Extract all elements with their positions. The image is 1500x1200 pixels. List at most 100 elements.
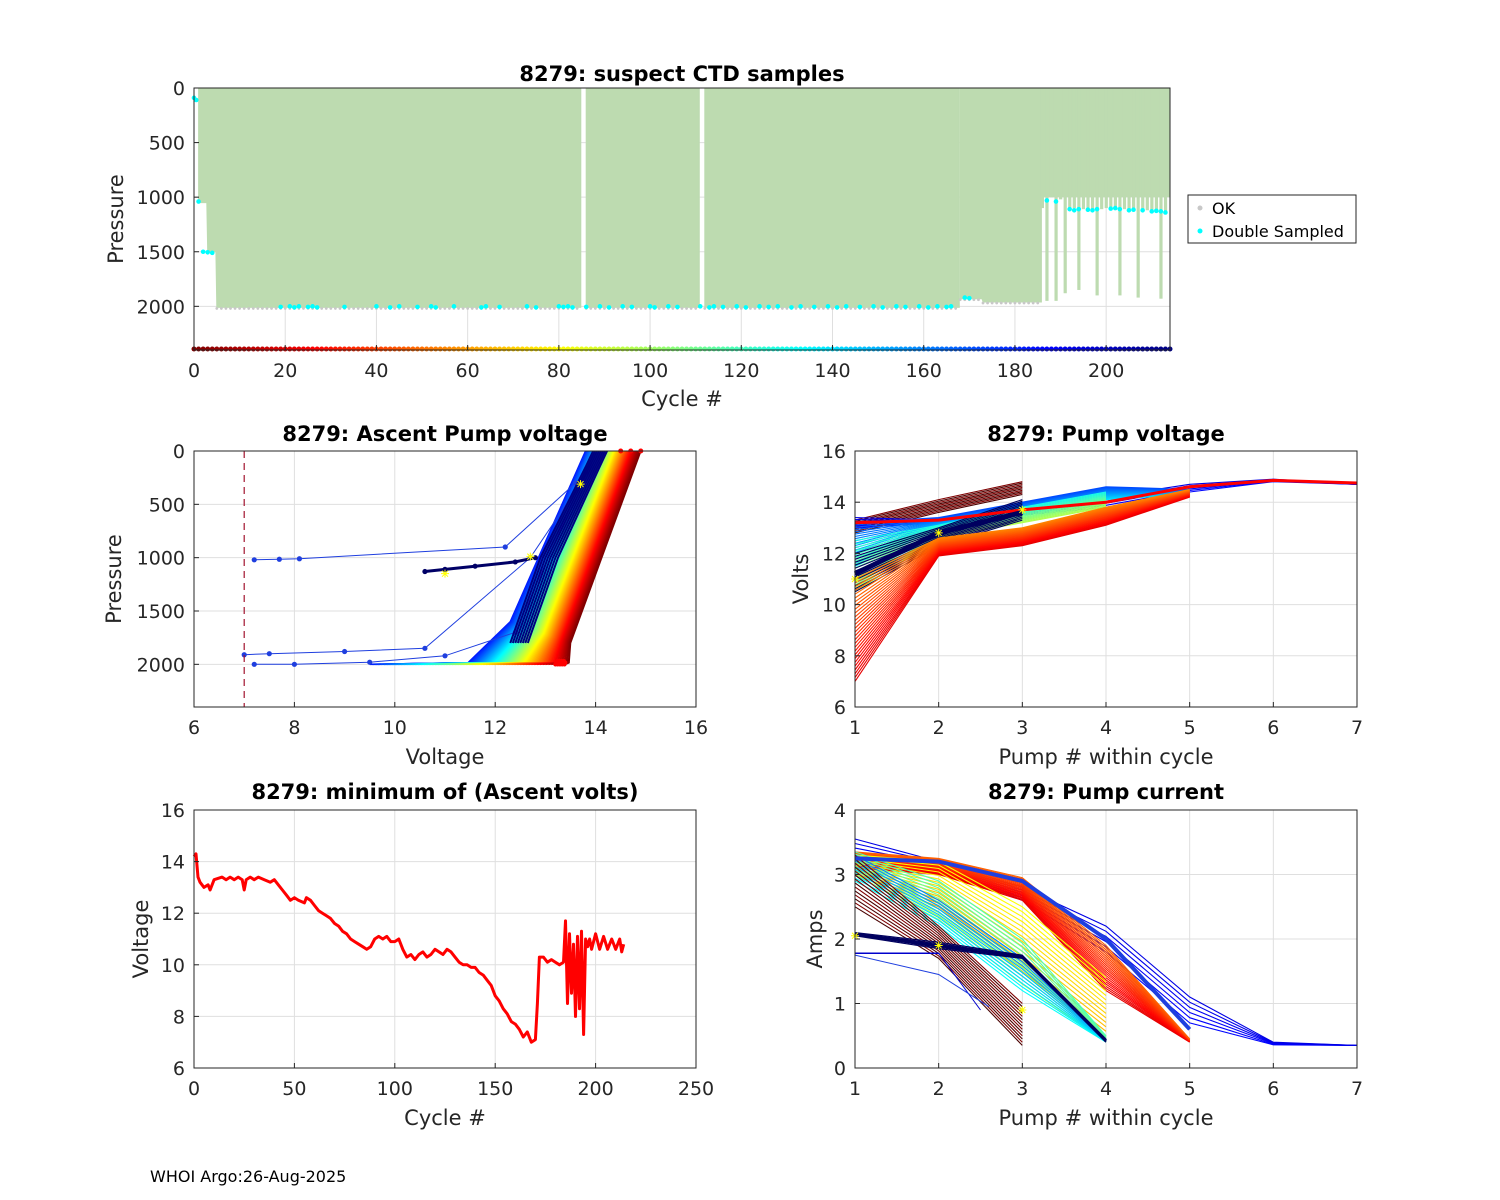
- y-axis-label: Pressure: [104, 174, 128, 264]
- legend-ok-label: OK: [1212, 199, 1236, 218]
- cycle-marker: [638, 346, 644, 352]
- ok-marker: [361, 307, 365, 310]
- ok-samples-column: [1049, 88, 1054, 198]
- double-sampled-marker: [428, 304, 434, 309]
- pump-line-dark-3: [854, 866, 1023, 1014]
- ok-marker: [958, 298, 962, 302]
- cycle-marker: [944, 346, 950, 352]
- y-tick-label: 10: [822, 595, 846, 617]
- ok-marker: [224, 307, 228, 310]
- ok-marker: [1004, 301, 1008, 305]
- double-sampled-marker: [775, 304, 781, 309]
- pump-line-early-dark: [854, 482, 1023, 523]
- outlier-point: [502, 544, 508, 550]
- pump-line-cyan-4: [854, 860, 1107, 997]
- outlier-point: [367, 659, 373, 665]
- ok-marker: [265, 307, 269, 310]
- x-tick-label: 14: [584, 717, 608, 739]
- ok-marker: [753, 307, 757, 310]
- cycle-marker: [300, 346, 306, 352]
- cycle-marker: [337, 346, 343, 352]
- cycle-marker: [665, 346, 671, 352]
- double-sampled-marker: [1140, 207, 1145, 213]
- pump-line-dark-3: [854, 870, 1023, 1017]
- ok-marker: [616, 307, 620, 310]
- pump-line-blue-5: [854, 867, 1190, 1043]
- ok-marker: [274, 307, 278, 310]
- cycle-marker: [1021, 346, 1027, 352]
- double-sampled-marker: [916, 304, 922, 309]
- cycle-marker: [643, 346, 649, 352]
- cycle-marker: [939, 346, 945, 352]
- cycle-marker: [401, 346, 407, 352]
- cycle-marker: [834, 346, 840, 352]
- cycle-marker: [538, 346, 544, 352]
- ok-marker: [817, 307, 821, 310]
- cycle-marker: [907, 346, 913, 352]
- double-sampled-marker: [570, 305, 575, 310]
- cycle-marker: [232, 346, 238, 352]
- ok-marker: [634, 307, 638, 310]
- pump-line-green-4: [854, 853, 1107, 1037]
- x-tick-label: 4: [1100, 717, 1112, 739]
- double-sampled-marker: [387, 305, 393, 310]
- pump-line-blue-5: [854, 864, 1191, 1043]
- pump-line-early-dark: [854, 481, 1023, 521]
- cycle-marker: [360, 346, 366, 352]
- ok-marker: [356, 307, 360, 310]
- ok-marker: [803, 307, 807, 310]
- cycle-marker: [811, 346, 817, 352]
- pump-line-green-4: [854, 857, 1107, 1038]
- outlier-point: [422, 645, 428, 651]
- ok-marker: [261, 307, 264, 310]
- double-sampled-marker: [734, 304, 740, 309]
- double-sampled-marker: [880, 305, 885, 310]
- ok-marker: [940, 307, 944, 310]
- ok-marker: [457, 307, 460, 310]
- cycle-marker: [205, 346, 211, 352]
- cycle-marker: [684, 346, 690, 352]
- ok-marker: [749, 307, 752, 310]
- cycle-marker: [456, 346, 462, 352]
- double-sampled-marker: [396, 304, 402, 309]
- pump-band-red: [854, 478, 1358, 525]
- cycle-marker: [989, 346, 995, 352]
- ok-samples-column: [1113, 88, 1117, 209]
- ok-samples-column: [1122, 88, 1127, 210]
- cycle-marker: [743, 346, 749, 352]
- double-sampled-marker: [1071, 207, 1077, 213]
- cycle-marker: [310, 346, 316, 352]
- ok-samples-block: [198, 87, 582, 308]
- y-axis-label: Volts: [789, 554, 813, 605]
- cycle-marker: [1007, 346, 1013, 352]
- cycle-marker: [1026, 346, 1032, 352]
- y-tick-label: 2000: [137, 654, 185, 676]
- ok-marker: [233, 307, 237, 310]
- double-sampled-marker: [1154, 208, 1159, 214]
- x-axis-label: Voltage: [406, 745, 485, 769]
- cycle-marker: [492, 346, 498, 352]
- pump-line-orange-4: [854, 866, 1107, 1041]
- ok-marker: [539, 307, 543, 310]
- legend-ok-marker: [1197, 205, 1203, 211]
- ascent-profile-line: [511, 450, 597, 644]
- ok-marker: [502, 307, 506, 310]
- cycle-marker: [784, 346, 790, 352]
- y-tick-label: 6: [173, 1058, 185, 1080]
- ok-marker: [849, 307, 853, 310]
- cycle-marker: [793, 346, 799, 352]
- ok-marker: [689, 307, 693, 310]
- cycle-marker: [342, 346, 348, 352]
- ok-marker: [489, 307, 492, 310]
- cycle-marker: [291, 346, 297, 352]
- ok-marker: [593, 307, 597, 310]
- pump-line-dark-3: [854, 854, 1023, 1004]
- cycle-marker: [392, 346, 398, 352]
- pump-line-dark-3: [854, 906, 1023, 1046]
- cycle-marker: [948, 346, 954, 352]
- cycle-marker: [957, 346, 963, 352]
- cycle-marker: [414, 346, 420, 352]
- x-tick-label: 160: [906, 360, 942, 382]
- ok-marker: [443, 307, 447, 310]
- y-tick-label: 1000: [137, 548, 185, 570]
